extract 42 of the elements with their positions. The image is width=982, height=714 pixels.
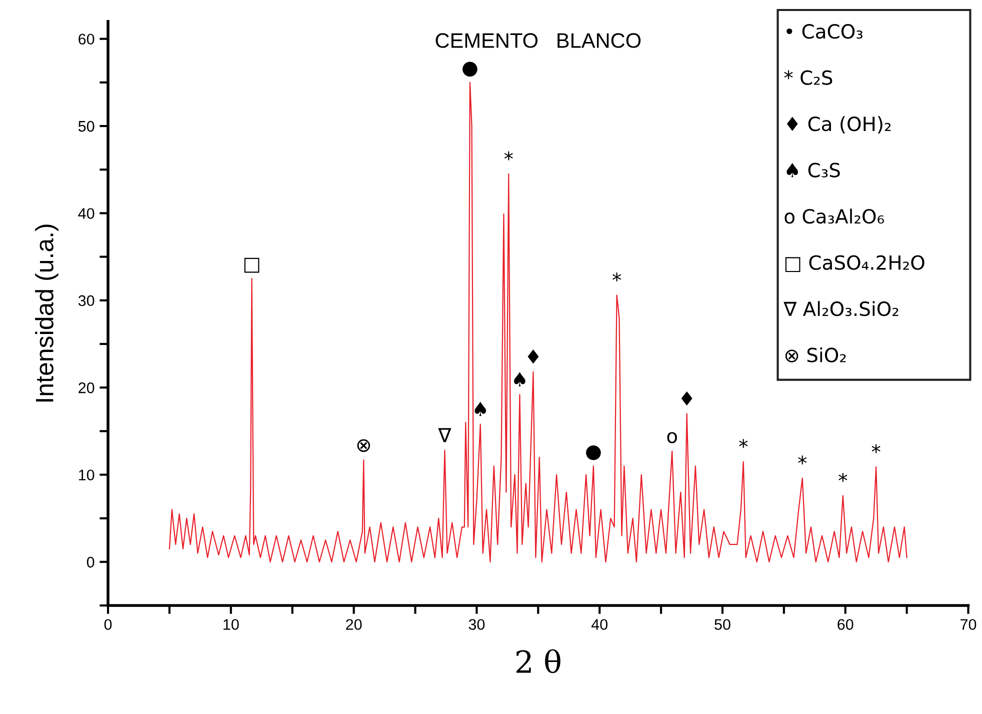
annotation: o Ca₃Al₂O₆	[784, 208, 884, 224]
annotation: *	[739, 438, 748, 448]
annotation: ♦	[528, 349, 539, 364]
annotation: ●	[586, 445, 601, 460]
y-tick-label: 40	[78, 208, 94, 219]
annotation: ∇ Al₂O₃.SiO₂	[784, 301, 898, 316]
annotation: □	[244, 258, 260, 273]
annotation: ⊗	[357, 439, 370, 452]
annotation: ♦	[681, 391, 692, 406]
x-tick-label: 0	[104, 619, 112, 630]
annotation: ∇	[438, 428, 452, 442]
annotation: *	[872, 444, 880, 454]
annotation: ♠	[514, 372, 526, 386]
x-tick-label: 20	[346, 619, 362, 630]
y-tick-label: 60	[78, 34, 94, 45]
x-axis-title: 2 θ	[516, 649, 560, 674]
x-tick-label: 50	[714, 619, 730, 630]
annotation: *	[838, 472, 848, 482]
x-tick-label: 70	[960, 619, 976, 630]
y-tick-label: 10	[79, 470, 94, 480]
annotation: ♦ Ca (OH)₂	[786, 116, 891, 134]
annotation: ⊗ SiO₂	[785, 347, 846, 362]
annotation: *	[798, 456, 807, 464]
y-tick-label: 30	[78, 295, 94, 306]
annotation: *	[612, 272, 622, 282]
annotation: • CaCO₃	[786, 24, 862, 39]
y-tick-label: 0	[86, 556, 94, 568]
chart-title: CEMENTO BLANCO	[436, 33, 641, 48]
annotation: * C₂S	[784, 70, 832, 85]
x-tick-label: 40	[591, 619, 608, 630]
y-axis-title: Intensidad (u.a.)	[35, 224, 58, 402]
annotation: □ CaSO₄.2H₂O	[785, 255, 924, 272]
annotation: ♠	[474, 402, 486, 416]
x-tick-label: 60	[838, 619, 854, 630]
annotation: o	[667, 432, 677, 444]
y-tick-label: 20	[78, 382, 94, 394]
annotation: ♠ C₃S	[786, 162, 840, 178]
x-tick-label: 30	[468, 619, 485, 630]
x-tick-label: 10	[224, 619, 239, 630]
annotation: ●	[462, 62, 478, 77]
annotation: *	[504, 151, 513, 160]
y-tick-label: 50	[78, 120, 94, 132]
